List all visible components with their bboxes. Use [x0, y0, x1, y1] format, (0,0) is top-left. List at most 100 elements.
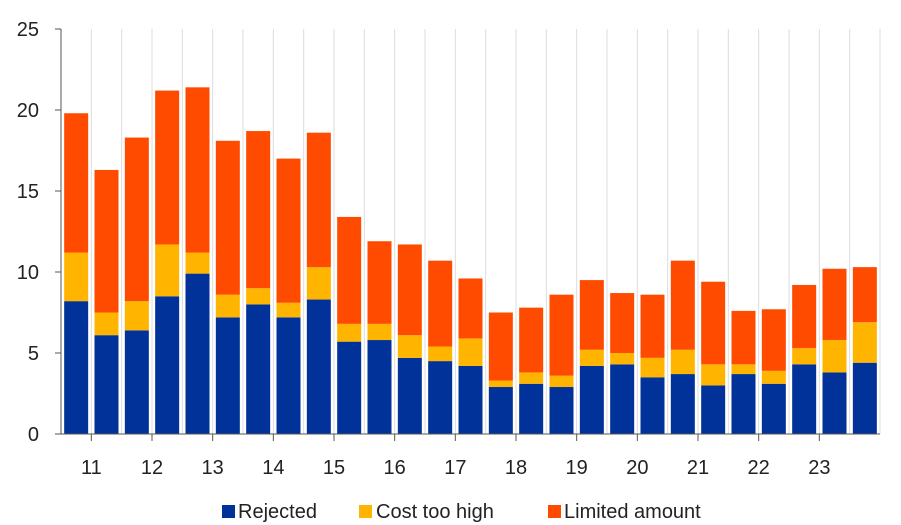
bar-14-limited-amount	[458, 278, 483, 339]
bar-1-cost-too-high	[64, 252, 89, 302]
x-tick-label-14: 14	[262, 457, 284, 479]
bars	[64, 87, 877, 434]
bar-25-cost-too-high	[792, 348, 817, 365]
bar-5-cost-too-high	[185, 252, 210, 274]
x-tick-label-12: 12	[141, 457, 163, 479]
bar-20-rejected	[640, 377, 665, 434]
bar-26-cost-too-high	[822, 340, 847, 373]
bar-16-cost-too-high	[519, 372, 544, 384]
bar-27-rejected	[852, 362, 877, 434]
bar-20-cost-too-high	[640, 357, 665, 378]
legend-label-1: Rejected	[238, 501, 317, 523]
bar-20-limited-amount	[640, 294, 665, 358]
bar-6-cost-too-high	[215, 294, 240, 318]
bar-26-rejected	[822, 372, 847, 434]
bar-25-limited-amount	[792, 284, 817, 349]
bar-10-rejected	[337, 341, 362, 434]
y-tick-label-15: 15	[17, 181, 39, 203]
bar-3-rejected	[124, 330, 149, 434]
y-axis-tick-labels: 0 5 10 15 20 25	[17, 19, 39, 446]
bar-16-rejected	[519, 383, 544, 434]
bar-8-cost-too-high	[276, 302, 301, 318]
bar-22-limited-amount	[701, 281, 726, 365]
x-tick-label-15: 15	[323, 457, 345, 479]
legend-swatch-1	[222, 505, 235, 518]
bar-11-rejected	[367, 340, 392, 434]
bar-25-rejected	[792, 364, 817, 434]
bar-12-rejected	[397, 357, 422, 434]
bar-18-cost-too-high	[579, 349, 604, 366]
bar-1-limited-amount	[64, 113, 89, 253]
bar-2-cost-too-high	[94, 312, 119, 336]
bar-5-limited-amount	[185, 87, 210, 253]
y-tick-label-5: 5	[28, 343, 39, 365]
bar-6-rejected	[215, 317, 240, 434]
bar-15-cost-too-high	[488, 380, 513, 388]
bar-4-rejected	[155, 296, 180, 434]
bar-13-limited-amount	[428, 260, 453, 347]
bar-7-rejected	[246, 304, 271, 434]
x-tick-label-17: 17	[444, 457, 466, 479]
bar-17-cost-too-high	[549, 375, 574, 388]
bar-7-limited-amount	[246, 131, 271, 289]
bar-8-limited-amount	[276, 158, 301, 303]
bar-23-rejected	[731, 374, 756, 434]
bar-19-rejected	[610, 364, 635, 434]
y-tick-label-0: 0	[28, 424, 39, 446]
x-tick-label-23: 23	[808, 457, 830, 479]
bar-24-limited-amount	[761, 309, 786, 371]
x-tick-label-18: 18	[505, 457, 527, 479]
bar-18-rejected	[579, 365, 604, 434]
bar-12-limited-amount	[397, 244, 422, 336]
bar-4-cost-too-high	[155, 244, 180, 297]
bar-2-limited-amount	[94, 169, 119, 313]
legend-swatch-2	[359, 505, 372, 518]
legend-label-3: Limited amount	[564, 501, 701, 523]
bar-9-cost-too-high	[306, 267, 331, 300]
bar-7-cost-too-high	[246, 288, 271, 305]
bar-18-limited-amount	[579, 280, 604, 350]
x-tick-label-19: 19	[566, 457, 588, 479]
bar-11-cost-too-high	[367, 323, 392, 341]
bar-16-limited-amount	[519, 307, 544, 373]
y-tick-label-20: 20	[17, 100, 39, 122]
x-tick-label-22: 22	[748, 457, 770, 479]
bar-24-cost-too-high	[761, 370, 786, 384]
bar-9-rejected	[306, 299, 331, 434]
bar-12-cost-too-high	[397, 335, 422, 358]
legend-label-2: Cost too high	[376, 501, 494, 523]
bar-13-rejected	[428, 361, 453, 434]
bar-27-cost-too-high	[852, 322, 877, 363]
bar-17-limited-amount	[549, 294, 574, 376]
x-axis-tick-labels: 11 12 13 14 15 16 17 18 19 20 21 22 23	[81, 457, 831, 479]
bar-3-cost-too-high	[124, 301, 149, 331]
bar-5-rejected	[185, 273, 210, 434]
bar-19-cost-too-high	[610, 353, 635, 365]
bar-14-cost-too-high	[458, 338, 483, 366]
bar-10-cost-too-high	[337, 323, 362, 342]
y-tick-label-10: 10	[17, 262, 39, 284]
x-tick-label-21: 21	[687, 457, 709, 479]
bar-13-cost-too-high	[428, 346, 453, 362]
axes	[55, 28, 880, 441]
y-tick-label-25: 25	[17, 19, 39, 41]
bar-2-rejected	[94, 335, 119, 434]
bar-22-cost-too-high	[701, 364, 726, 386]
bar-8-rejected	[276, 317, 301, 434]
bar-6-limited-amount	[215, 140, 240, 295]
bar-21-cost-too-high	[670, 349, 695, 375]
bar-26-limited-amount	[822, 268, 847, 341]
bar-17-rejected	[549, 387, 574, 434]
legend-swatch-3	[548, 505, 561, 518]
bar-3-limited-amount	[124, 137, 149, 302]
bar-15-limited-amount	[488, 312, 513, 381]
x-tick-label-11: 11	[81, 457, 102, 479]
bar-15-rejected	[488, 387, 513, 434]
x-tick-label-13: 13	[202, 457, 224, 479]
bar-4-limited-amount	[155, 90, 180, 245]
bar-11-limited-amount	[367, 241, 392, 324]
bar-23-cost-too-high	[731, 364, 756, 375]
bar-21-limited-amount	[670, 260, 695, 350]
bar-21-rejected	[670, 374, 695, 434]
